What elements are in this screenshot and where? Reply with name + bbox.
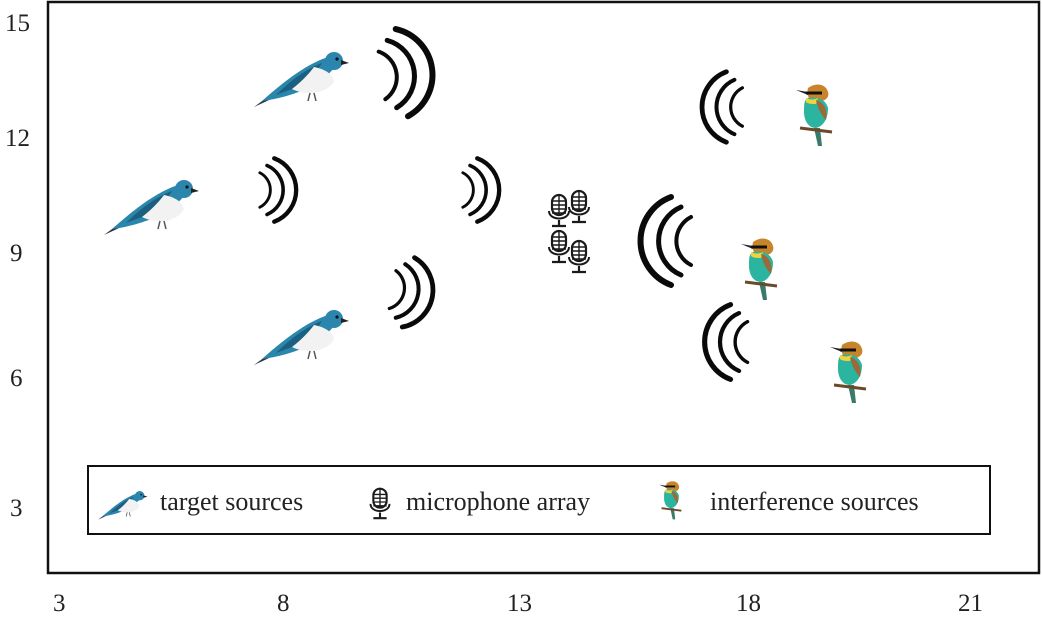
legend-target-label: target sources bbox=[160, 487, 303, 516]
legend-box bbox=[87, 465, 991, 535]
x-tick-label: 8 bbox=[277, 590, 290, 617]
x-tick-label: 18 bbox=[736, 590, 761, 617]
y-tick-label: 9 bbox=[10, 240, 23, 267]
y-tick-label: 3 bbox=[10, 495, 23, 522]
x-tick-label: 21 bbox=[958, 590, 983, 617]
y-axis-tick-labels: 15 12 9 6 3 bbox=[5, 10, 30, 522]
x-tick-label: 13 bbox=[507, 590, 532, 617]
x-axis-tick-labels: 3 8 13 18 21 bbox=[53, 590, 983, 617]
legend: target sources microphone array interfer… bbox=[87, 465, 991, 535]
legend-mic-label: microphone array bbox=[406, 487, 590, 516]
y-tick-label: 6 bbox=[10, 365, 23, 392]
y-tick-label: 15 bbox=[5, 10, 30, 37]
legend-interference-label: interference sources bbox=[710, 487, 919, 516]
y-tick-label: 12 bbox=[5, 125, 30, 152]
x-tick-label: 3 bbox=[53, 590, 66, 617]
